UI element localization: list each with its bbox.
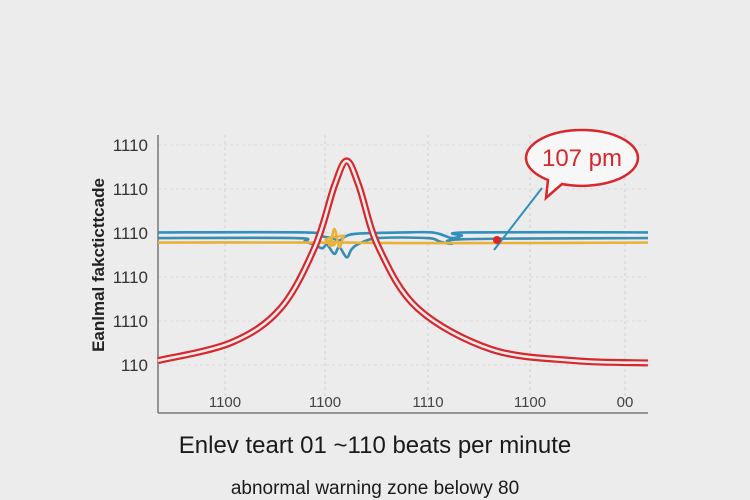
y-tick-label: 1110 bbox=[113, 180, 148, 199]
y-tick-label: 1110 bbox=[113, 312, 148, 331]
y-tick-label: 1110 bbox=[113, 224, 148, 243]
y-axis-label: Eanlmal fakcticttcade bbox=[89, 178, 108, 352]
callout-label: 107 pm bbox=[542, 145, 622, 172]
series-lines bbox=[157, 157, 649, 367]
x-tick-label: 00 bbox=[617, 394, 634, 411]
caption-heart-rate: Enlev teart 01 ~110 beats per minute bbox=[178, 432, 572, 459]
series-line-2 bbox=[157, 236, 649, 259]
series-line-0-outer bbox=[157, 157, 649, 367]
y-tick-label: 1110 bbox=[113, 268, 148, 287]
x-tick-label: 1100 bbox=[514, 394, 546, 411]
y-tick-labels: 1110 1110 1110 1110 1110 110 bbox=[113, 136, 148, 375]
callout-marker bbox=[493, 236, 501, 244]
x-tick-label: 1110 bbox=[412, 394, 443, 411]
axes bbox=[157, 135, 648, 414]
x-tick-label: 1100 bbox=[209, 394, 241, 411]
callout: 107 pm bbox=[493, 128, 640, 251]
x-tick-label: 1100 bbox=[309, 394, 341, 411]
callout-pointer bbox=[493, 187, 543, 251]
series-line-0-inner bbox=[157, 159, 649, 365]
x-tick-labels: 1100 1100 1110 1100 00 bbox=[209, 394, 633, 411]
y-tick-label: 1110 bbox=[113, 136, 148, 155]
y-tick-label: 110 bbox=[121, 356, 148, 375]
callout-bubble bbox=[524, 128, 640, 202]
caption-warning-zone: abnormal warning zone belowy 80 bbox=[230, 478, 520, 499]
